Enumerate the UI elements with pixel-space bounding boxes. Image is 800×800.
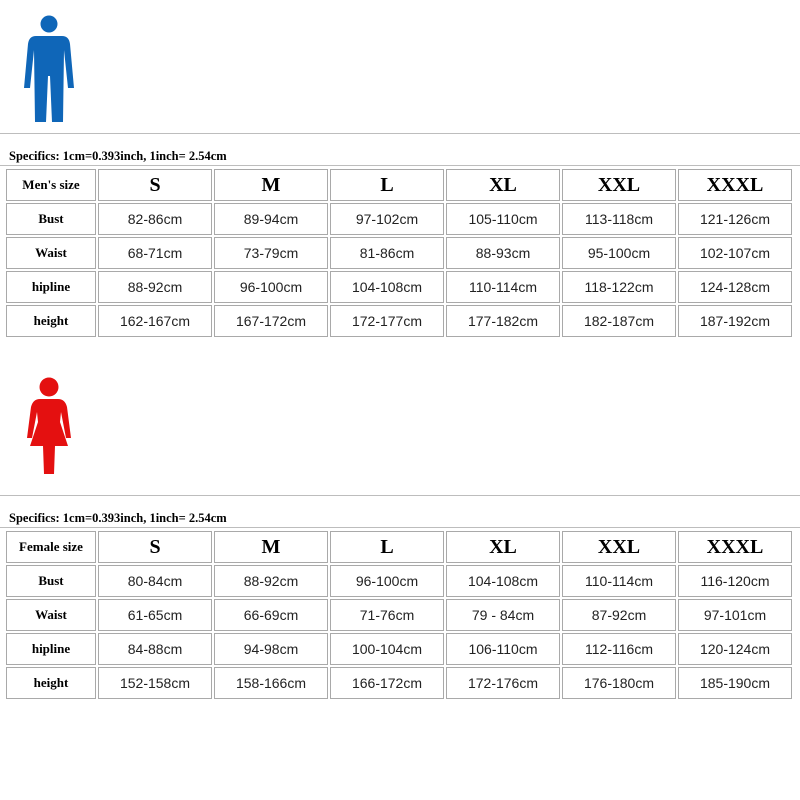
- table-cell: 96-100cm: [214, 271, 328, 303]
- table-cell: 102-107cm: [678, 237, 792, 269]
- row-label: Bust: [6, 203, 96, 235]
- row-label: Bust: [6, 565, 96, 597]
- men-size-chart: Specifics: 1cm=0.393inch, 1inch= 2.54cm …: [0, 133, 800, 337]
- table-row: Bust 82-86cm 89-94cm 97-102cm 105-110cm …: [6, 203, 792, 235]
- table-cell: 166-172cm: [330, 667, 444, 699]
- row-label: hipline: [6, 271, 96, 303]
- size-header: XXXL: [678, 531, 792, 563]
- row-label: Waist: [6, 599, 96, 631]
- table-cell: 88-92cm: [98, 271, 212, 303]
- table-cell: 97-101cm: [678, 599, 792, 631]
- table-cell: 120-124cm: [678, 633, 792, 665]
- size-header: XXL: [562, 169, 676, 201]
- divider: [0, 495, 800, 496]
- table-cell: 61-65cm: [98, 599, 212, 631]
- size-header: M: [214, 169, 328, 201]
- table-cell: 95-100cm: [562, 237, 676, 269]
- table-cell: 66-69cm: [214, 599, 328, 631]
- female-size-table: Female size S M L XL XXL XXXL Bust 80-84…: [4, 529, 794, 701]
- row-label: Waist: [6, 237, 96, 269]
- size-header: M: [214, 531, 328, 563]
- man-icon: [22, 14, 76, 129]
- table-cell: 84-88cm: [98, 633, 212, 665]
- table-cell: 79 - 84cm: [446, 599, 560, 631]
- table-row: height 162-167cm 167-172cm 172-177cm 177…: [6, 305, 792, 337]
- table-cell: 105-110cm: [446, 203, 560, 235]
- men-size-table: Men's size S M L XL XXL XXXL Bust 82-86c…: [4, 167, 794, 339]
- table-cell: 89-94cm: [214, 203, 328, 235]
- row-label: height: [6, 667, 96, 699]
- table-cell: 118-122cm: [562, 271, 676, 303]
- size-header: S: [98, 169, 212, 201]
- table-row: hipline 84-88cm 94-98cm 100-104cm 106-11…: [6, 633, 792, 665]
- table-cell: 104-108cm: [446, 565, 560, 597]
- specifics-note: Specifics: 1cm=0.393inch, 1inch= 2.54cm: [9, 511, 227, 525]
- table-cell: 106-110cm: [446, 633, 560, 665]
- table-cell: 97-102cm: [330, 203, 444, 235]
- table-cell: 172-176cm: [446, 667, 560, 699]
- table-cell: 158-166cm: [214, 667, 328, 699]
- table-row: Waist 61-65cm 66-69cm 71-76cm 79 - 84cm …: [6, 599, 792, 631]
- size-header: XXL: [562, 531, 676, 563]
- table-cell: 80-84cm: [98, 565, 212, 597]
- size-label: Female size: [6, 531, 96, 563]
- table-header-row: Female size S M L XL XXL XXXL: [6, 531, 792, 563]
- divider: [0, 133, 800, 134]
- size-header: XL: [446, 169, 560, 201]
- table-cell: 96-100cm: [330, 565, 444, 597]
- table-cell: 182-187cm: [562, 305, 676, 337]
- table-cell: 121-126cm: [678, 203, 792, 235]
- table-cell: 112-116cm: [562, 633, 676, 665]
- table-cell: 162-167cm: [98, 305, 212, 337]
- divider: [0, 527, 800, 528]
- table-cell: 110-114cm: [446, 271, 560, 303]
- table-cell: 82-86cm: [98, 203, 212, 235]
- table-cell: 100-104cm: [330, 633, 444, 665]
- table-row: Waist 68-71cm 73-79cm 81-86cm 88-93cm 95…: [6, 237, 792, 269]
- table-cell: 110-114cm: [562, 565, 676, 597]
- specifics-note: Specifics: 1cm=0.393inch, 1inch= 2.54cm: [9, 149, 227, 163]
- woman-icon: [24, 374, 74, 483]
- table-cell: 68-71cm: [98, 237, 212, 269]
- table-row: hipline 88-92cm 96-100cm 104-108cm 110-1…: [6, 271, 792, 303]
- size-header: S: [98, 531, 212, 563]
- table-cell: 176-180cm: [562, 667, 676, 699]
- table-cell: 71-76cm: [330, 599, 444, 631]
- table-cell: 104-108cm: [330, 271, 444, 303]
- table-row: height 152-158cm 158-166cm 166-172cm 172…: [6, 667, 792, 699]
- table-cell: 87-92cm: [562, 599, 676, 631]
- size-label: Men's size: [6, 169, 96, 201]
- table-cell: 177-182cm: [446, 305, 560, 337]
- table-cell: 185-190cm: [678, 667, 792, 699]
- table-cell: 88-93cm: [446, 237, 560, 269]
- size-header: XL: [446, 531, 560, 563]
- size-header: XXXL: [678, 169, 792, 201]
- table-cell: 172-177cm: [330, 305, 444, 337]
- divider: [0, 165, 800, 166]
- table-cell: 116-120cm: [678, 565, 792, 597]
- row-label: hipline: [6, 633, 96, 665]
- row-label: height: [6, 305, 96, 337]
- table-cell: 94-98cm: [214, 633, 328, 665]
- table-cell: 73-79cm: [214, 237, 328, 269]
- female-size-chart: Specifics: 1cm=0.393inch, 1inch= 2.54cm …: [0, 495, 800, 699]
- table-header-row: Men's size S M L XL XXL XXXL: [6, 169, 792, 201]
- table-cell: 124-128cm: [678, 271, 792, 303]
- table-cell: 88-92cm: [214, 565, 328, 597]
- table-cell: 152-158cm: [98, 667, 212, 699]
- size-header: L: [330, 169, 444, 201]
- table-cell: 167-172cm: [214, 305, 328, 337]
- table-cell: 187-192cm: [678, 305, 792, 337]
- table-cell: 81-86cm: [330, 237, 444, 269]
- size-header: L: [330, 531, 444, 563]
- table-cell: 113-118cm: [562, 203, 676, 235]
- table-row: Bust 80-84cm 88-92cm 96-100cm 104-108cm …: [6, 565, 792, 597]
